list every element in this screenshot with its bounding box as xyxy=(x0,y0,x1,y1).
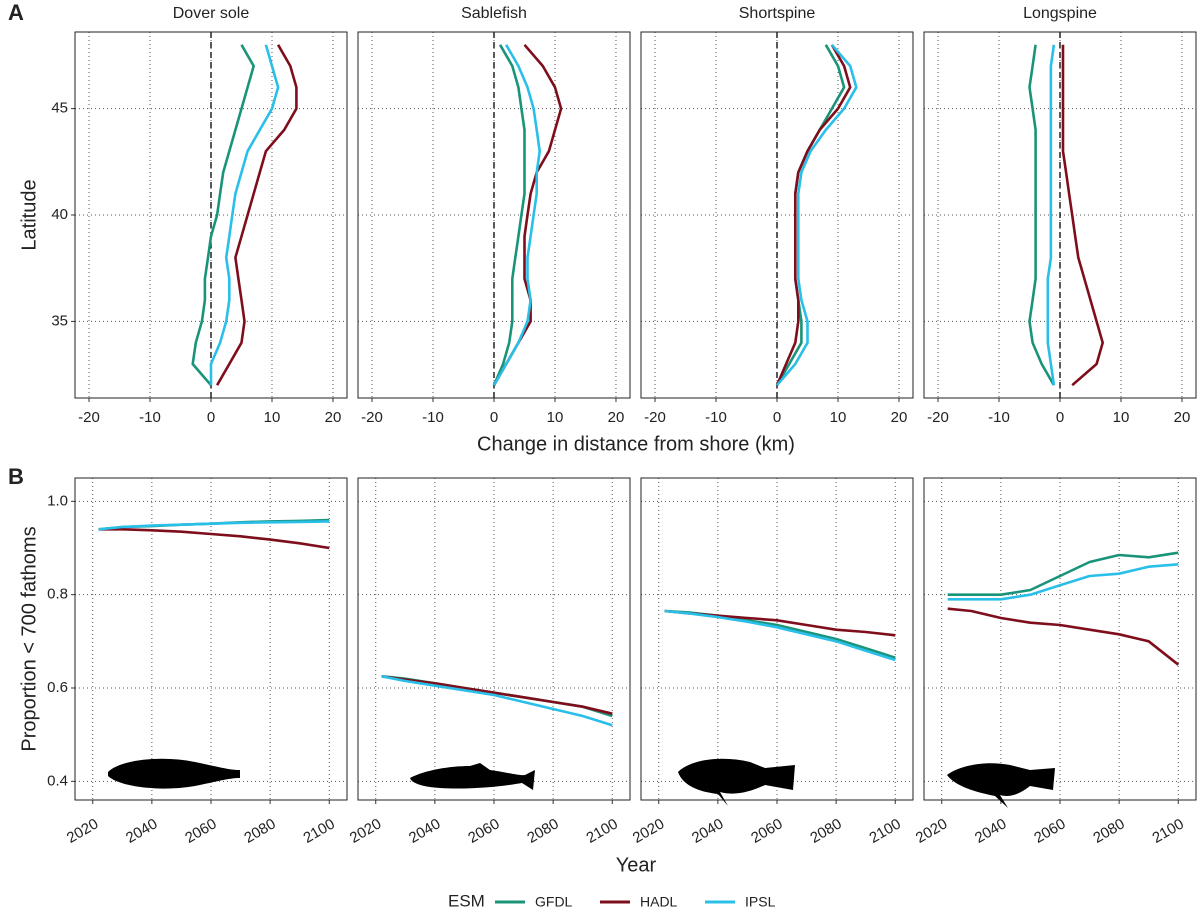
x-tick-label: 20 xyxy=(325,409,342,426)
series-line xyxy=(98,528,330,550)
x-tick-label: 0 xyxy=(1056,409,1064,426)
y-axis-title: Proportion < 700 fathoms xyxy=(18,526,40,751)
x-tick-label: -10 xyxy=(139,409,161,426)
panel-title: Shortspine xyxy=(739,5,816,22)
x-tick-label: 2080 xyxy=(807,815,844,846)
series-line xyxy=(492,44,526,386)
x-tick-label: 0 xyxy=(207,409,215,426)
panel-frame xyxy=(74,477,348,801)
legend-title: ESM xyxy=(448,891,485,910)
panel-frame xyxy=(640,477,914,801)
panel-frame xyxy=(923,477,1197,801)
legend-label: IPSL xyxy=(745,894,776,910)
panel-label: A xyxy=(8,0,24,25)
series-line xyxy=(209,44,280,386)
x-tick-label: 2100 xyxy=(866,815,903,846)
x-tick-label: 2060 xyxy=(1031,815,1068,846)
y-tick-label: 40 xyxy=(51,206,68,223)
x-tick-label: 2020 xyxy=(64,815,101,846)
x-tick-label: 2020 xyxy=(630,815,667,846)
series-line xyxy=(1028,44,1056,386)
panel-frame xyxy=(923,31,1197,399)
y-tick-label: 0.4 xyxy=(47,772,68,789)
y-tick-label: 0.6 xyxy=(47,679,68,696)
series-line xyxy=(191,44,255,387)
series-line xyxy=(776,43,858,387)
panel-frame xyxy=(357,31,631,399)
series-line xyxy=(775,44,852,386)
x-tick-label: 2020 xyxy=(347,815,384,846)
x-tick-label: 0 xyxy=(773,409,781,426)
x-tick-label: 2020 xyxy=(913,815,950,846)
series-line xyxy=(215,44,298,386)
x-tick-label: 2040 xyxy=(123,815,160,846)
x-tick-label: 2080 xyxy=(1090,815,1127,846)
y-tick-label: 45 xyxy=(51,100,68,117)
y-tick-label: 1.0 xyxy=(47,492,68,509)
x-tick-label: -20 xyxy=(927,409,949,426)
series-line xyxy=(381,675,613,715)
panel-label: B xyxy=(8,464,24,489)
series-line xyxy=(664,609,896,662)
x-tick-label: 0 xyxy=(490,409,498,426)
legend-label: GFDL xyxy=(535,894,573,910)
x-tick-label: 2060 xyxy=(748,815,785,846)
x-axis-title: Change in distance from shore (km) xyxy=(477,433,795,455)
x-tick-label: 10 xyxy=(830,409,847,426)
x-tick-label: 2100 xyxy=(583,815,620,846)
x-tick-label: 10 xyxy=(1113,409,1130,426)
fish-shortspine xyxy=(678,758,795,806)
x-tick-label: 20 xyxy=(1174,409,1191,426)
x-tick-label: 20 xyxy=(608,409,625,426)
x-tick-label: -20 xyxy=(78,409,100,426)
series-line xyxy=(1061,44,1104,387)
series-line xyxy=(775,44,846,386)
x-tick-label: 2060 xyxy=(465,815,502,846)
panel-frame xyxy=(640,31,914,399)
fish-sablefish xyxy=(410,763,535,790)
x-tick-label: 2060 xyxy=(182,815,219,846)
x-tick-label: 2040 xyxy=(406,815,443,846)
x-axis-title: Year xyxy=(616,854,657,876)
x-tick-label: -10 xyxy=(988,409,1010,426)
fish-longspine xyxy=(947,763,1055,808)
fish-silhouettes xyxy=(108,758,1055,808)
x-tick-label: 10 xyxy=(547,409,564,426)
x-tick-label: 2100 xyxy=(1149,815,1186,846)
x-tick-label: 2040 xyxy=(972,815,1009,846)
panel-frame xyxy=(74,31,348,399)
series-line xyxy=(664,609,896,659)
fish-dover-sole xyxy=(108,758,240,789)
series-line xyxy=(381,675,613,727)
series-line xyxy=(947,563,1179,601)
y-tick-label: 0.8 xyxy=(47,586,68,603)
x-tick-label: -10 xyxy=(705,409,727,426)
series-line xyxy=(1046,44,1056,386)
series-line xyxy=(947,551,1179,596)
series-line xyxy=(947,607,1180,666)
series-line xyxy=(492,44,541,386)
panel-title: Sablefish xyxy=(461,5,527,22)
series-line xyxy=(98,520,330,531)
panel-title: Dover sole xyxy=(173,5,250,22)
x-tick-label: 10 xyxy=(264,409,281,426)
series-line xyxy=(492,43,563,386)
x-tick-label: 20 xyxy=(891,409,908,426)
y-tick-label: 35 xyxy=(51,312,68,329)
panel-frame xyxy=(357,477,631,801)
x-tick-label: 2100 xyxy=(300,815,337,846)
x-tick-label: -20 xyxy=(361,409,383,426)
y-axis-title: Latitude xyxy=(18,179,40,250)
x-tick-label: -20 xyxy=(644,409,666,426)
x-tick-label: -10 xyxy=(422,409,444,426)
legend-label: HADL xyxy=(640,894,678,910)
x-tick-label: 2080 xyxy=(524,815,561,846)
x-tick-label: 2080 xyxy=(241,815,278,846)
panel-title: Longspine xyxy=(1023,5,1097,22)
x-tick-label: 2040 xyxy=(689,815,726,846)
